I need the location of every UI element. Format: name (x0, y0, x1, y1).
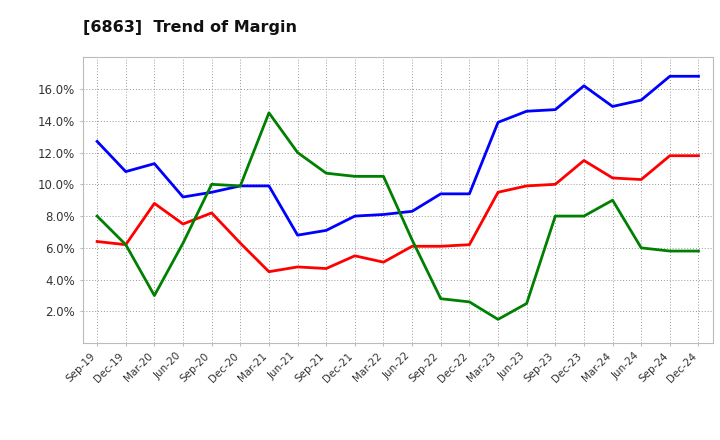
Net Income (351, 253, 359, 258)
Operating Cashflow (293, 150, 302, 155)
Line: Operating Cashflow: Operating Cashflow (97, 113, 698, 319)
Operating Cashflow (379, 174, 388, 179)
Operating Cashflow (150, 293, 158, 298)
Ordinary Income (465, 191, 474, 197)
Operating Cashflow (580, 213, 588, 219)
Net Income (665, 153, 674, 158)
Ordinary Income (665, 73, 674, 79)
Net Income (694, 153, 703, 158)
Operating Cashflow (465, 299, 474, 304)
Operating Cashflow (637, 245, 646, 250)
Net Income (265, 269, 274, 275)
Ordinary Income (580, 83, 588, 88)
Text: [6863]  Trend of Margin: [6863] Trend of Margin (83, 20, 297, 35)
Net Income (408, 244, 416, 249)
Ordinary Income (379, 212, 388, 217)
Line: Ordinary Income: Ordinary Income (97, 76, 698, 235)
Ordinary Income (637, 97, 646, 103)
Operating Cashflow (93, 213, 102, 219)
Line: Net Income: Net Income (97, 156, 698, 271)
Ordinary Income (93, 139, 102, 144)
Net Income (608, 175, 617, 180)
Ordinary Income (179, 194, 187, 200)
Net Income (637, 177, 646, 182)
Net Income (322, 266, 330, 271)
Net Income (236, 240, 245, 246)
Operating Cashflow (179, 240, 187, 246)
Ordinary Income (265, 183, 274, 188)
Ordinary Income (608, 104, 617, 109)
Net Income (436, 244, 445, 249)
Operating Cashflow (608, 198, 617, 203)
Net Income (551, 182, 559, 187)
Net Income (522, 183, 531, 188)
Net Income (122, 242, 130, 247)
Ordinary Income (436, 191, 445, 197)
Operating Cashflow (665, 249, 674, 254)
Ordinary Income (494, 120, 503, 125)
Net Income (207, 210, 216, 216)
Ordinary Income (408, 209, 416, 214)
Net Income (465, 242, 474, 247)
Operating Cashflow (694, 249, 703, 254)
Ordinary Income (293, 232, 302, 238)
Ordinary Income (694, 73, 703, 79)
Net Income (150, 201, 158, 206)
Operating Cashflow (351, 174, 359, 179)
Operating Cashflow (236, 183, 245, 188)
Net Income (494, 190, 503, 195)
Operating Cashflow (122, 242, 130, 247)
Operating Cashflow (551, 213, 559, 219)
Ordinary Income (351, 213, 359, 219)
Ordinary Income (122, 169, 130, 174)
Net Income (293, 264, 302, 270)
Ordinary Income (551, 107, 559, 112)
Operating Cashflow (408, 237, 416, 242)
Ordinary Income (322, 228, 330, 233)
Operating Cashflow (207, 182, 216, 187)
Ordinary Income (522, 109, 531, 114)
Ordinary Income (207, 190, 216, 195)
Operating Cashflow (494, 317, 503, 322)
Operating Cashflow (265, 110, 274, 115)
Net Income (93, 239, 102, 244)
Operating Cashflow (522, 301, 531, 306)
Operating Cashflow (322, 171, 330, 176)
Net Income (179, 221, 187, 227)
Operating Cashflow (436, 296, 445, 301)
Net Income (379, 260, 388, 265)
Ordinary Income (150, 161, 158, 166)
Ordinary Income (236, 183, 245, 188)
Net Income (580, 158, 588, 163)
